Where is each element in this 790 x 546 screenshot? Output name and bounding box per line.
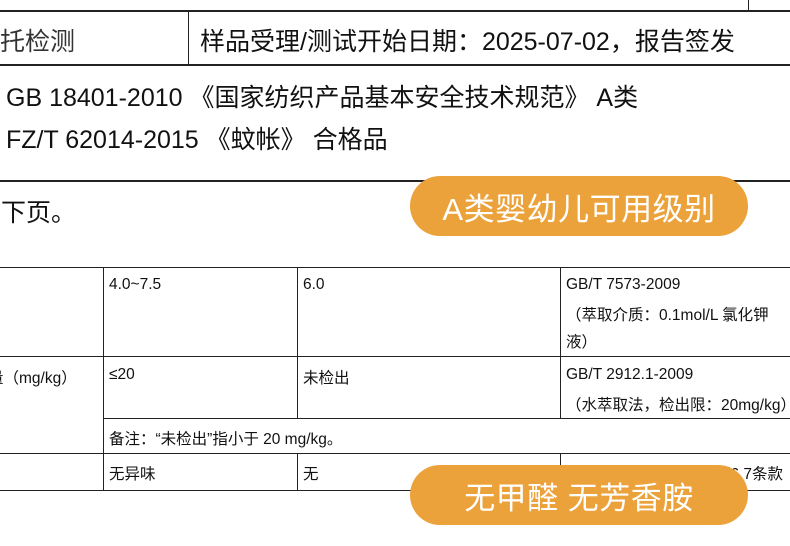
table-cell: GB/T 7573-2009 [566,276,681,293]
table-border [0,356,790,357]
table-cell: 量（mg/kg） [0,370,77,387]
table-cell: 液） [566,334,598,351]
table-border [0,453,790,454]
table-cell: ≤20 [109,366,135,383]
date-text: 样品受理/测试开始日期：2025-07-02，报告签发 [200,28,735,56]
divider [0,10,790,12]
table-border [0,490,790,491]
table-cell: 未检出 [303,370,350,387]
standard-line: GB 18401-2010 《国家纺织产品基本安全技术规范》 A类 [6,84,639,112]
table-cell: GB/T 2912.1-2009 [566,366,694,383]
divider [0,180,790,182]
table-cell: 无异味 [109,466,156,483]
table-border [560,267,561,418]
table-border [297,267,298,418]
table-cell: 无 [303,466,319,483]
grade-badge: A类婴幼儿可用级别 [410,176,748,236]
table-cell: （水萃取法，检出限：20mg/kg） [566,397,790,414]
test-type: 委托检测 [0,28,76,56]
table-cell: 4.0~7.5 [109,276,162,293]
divider [0,64,790,66]
divider [188,10,189,64]
table-border [103,267,104,490]
table-border [0,267,790,268]
divider [748,0,749,10]
safety-badge: 无甲醛 无芳香胺 [410,465,748,525]
table-note: 备注：“未检出”指小于 20 mg/kg。 [109,431,343,448]
see-next-page: 见下页。 [0,199,77,227]
table-border [103,418,790,419]
table-cell: （萃取介质：0.1mol/L 氯化钾 [566,307,769,324]
standard-line: FZ/T 62014-2015 《蚊帐》 合格品 [6,126,388,154]
table-border [297,453,298,490]
table-cell: 6.0 [303,276,325,293]
